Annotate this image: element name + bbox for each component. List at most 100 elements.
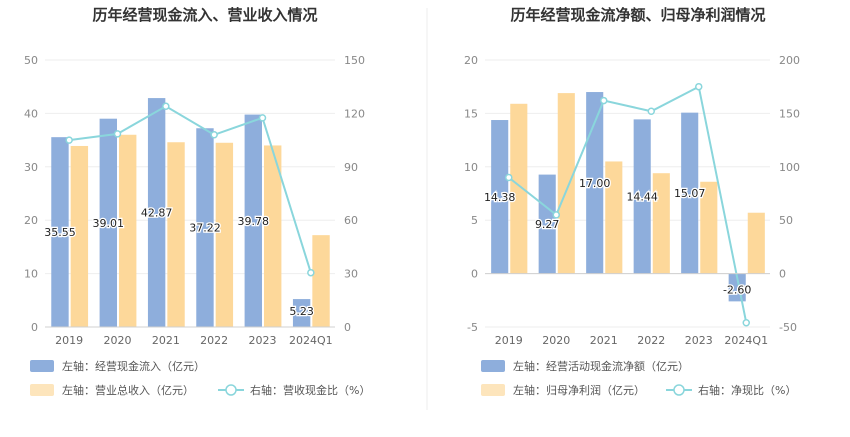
x-axis: 2019 2020 2021 2022 2023 2024Q1 [45,326,335,347]
right-tick-label: 60 [344,214,358,227]
right-tick-label: 30 [344,268,358,281]
left-tick-label: 50 [24,54,38,67]
bar-series-2 [70,134,330,327]
bar [167,142,185,327]
right-tick-label: 150 [779,107,800,120]
bar [312,235,330,327]
legend-label-series-3: 右轴：净现比（%） [698,383,796,397]
left-tick-label: 30 [24,161,38,174]
data-label: 42.87 [141,207,173,220]
legend-item-series-1[interactable]: 左轴：经营活动现金流净额（亿元） [481,359,689,373]
line-point [65,136,73,144]
left-y-axis: -5 0 5 10 15 20 [464,54,478,334]
bar [264,145,282,327]
data-label: 37.22 [189,222,221,235]
legend-swatch-series-1 [30,360,54,372]
line-point [210,131,218,139]
data-label: 35.55 [44,226,76,239]
bar-series-2 [510,93,765,274]
bar [51,137,69,327]
bar [147,98,166,327]
x-tick-label: 2020 [104,334,132,347]
x-tick-label: 2021 [152,334,180,347]
data-label: 17.00 [579,177,611,190]
legend-swatch-series-2 [30,384,54,396]
data-label: 39.78 [238,215,270,228]
right-tick-label: 0 [344,321,351,334]
left-tick-label: 15 [464,107,478,120]
bar [700,181,718,274]
left-tick-label: 20 [464,54,478,67]
legend-label-series-2: 左轴：营业总收入（亿元） [62,383,194,397]
bar [292,299,311,327]
legend-marker-series-3 [673,384,685,396]
right-tick-label: 200 [779,54,800,67]
line-point [307,268,315,277]
line-path [508,85,748,323]
bar [538,174,556,274]
line-series [505,82,750,327]
line-point [647,107,655,116]
x-tick-label: 2019 [495,334,523,347]
data-label: 5.23 [289,305,314,318]
right-y-axis: -50 0 50 100 150 200 [779,54,800,334]
x-tick-label: 2021 [590,334,618,347]
legend-item-series-2[interactable]: 左轴：归母净利润（亿元） [481,383,645,397]
legend-item-series-3[interactable]: 右轴：营收现金比（%） [218,383,370,397]
bar [491,120,509,274]
x-axis: 2019 2020 2021 2022 2023 2024Q1 [485,273,770,347]
legend-label-series-1: 左轴：经营现金流入（亿元） [62,359,205,373]
right-tick-label: 50 [779,214,793,227]
right-tick-label: 150 [344,54,365,67]
bar [681,112,699,274]
legend: 左轴：经营现金流入（亿元） 左轴：营业总收入（亿元） 右轴：营收现金比（%） [30,359,370,397]
data-labels: 14.38 9.27 17.00 14.44 15.07 -2.60 [483,176,753,298]
line-point [258,114,267,122]
left-tick-label: 40 [24,107,38,120]
right-tick-label: 100 [779,161,800,174]
bar [633,119,651,274]
left-tick-label: 10 [464,161,478,174]
chart-title: 历年经营现金流净额、归母净利润情况 [510,6,765,24]
line-point [552,211,560,219]
right-tick-label: 0 [779,268,786,281]
x-tick-label: 2022 [637,334,665,347]
chart-title: 历年经营现金流入、营业收入情况 [92,6,317,24]
bar [586,92,604,274]
bar-series-1 [491,92,746,302]
data-label: 14.44 [626,190,658,203]
chart-panel-cash-inflow-revenue: 历年经营现金流入、营业收入情况 0 10 20 30 40 50 0 30 60 90 120 15… [24,6,370,397]
left-y-axis: 0 10 20 30 40 50 [24,54,38,334]
x-tick-label: 2020 [542,334,570,347]
line-point [600,96,608,105]
legend-item-series-1[interactable]: 左轴：经营现金流入（亿元） [30,359,205,373]
legend-marker-series-3 [225,384,237,396]
bar [70,145,89,327]
bar [510,103,528,274]
legend: 左轴：经营活动现金流净额（亿元） 左轴：归母净利润（亿元） 右轴：净现比（%） [481,359,796,397]
bar [244,114,262,327]
data-label: -2.60 [723,283,751,296]
gridlines [45,59,335,328]
legend-item-series-3[interactable]: 右轴：净现比（%） [666,383,796,397]
bar [605,161,623,274]
x-tick-label: 2019 [55,334,83,347]
bar [215,142,234,327]
line-point [742,318,750,327]
bar [99,118,117,327]
left-tick-label: 20 [24,214,38,227]
legend-label-series-3: 右轴：营收现金比（%） [250,383,370,397]
data-label: 39.01 [93,217,125,230]
line-point [695,82,703,91]
left-tick-label: 10 [24,268,38,281]
legend-item-series-2[interactable]: 左轴：营业总收入（亿元） [30,383,194,397]
line-point [162,102,170,111]
line-series [65,102,315,277]
right-tick-label: -50 [779,321,797,334]
data-label: 9.27 [535,218,560,231]
bar-series-1 [51,98,311,327]
bar [119,134,137,327]
x-tick-label: 2022 [200,334,228,347]
